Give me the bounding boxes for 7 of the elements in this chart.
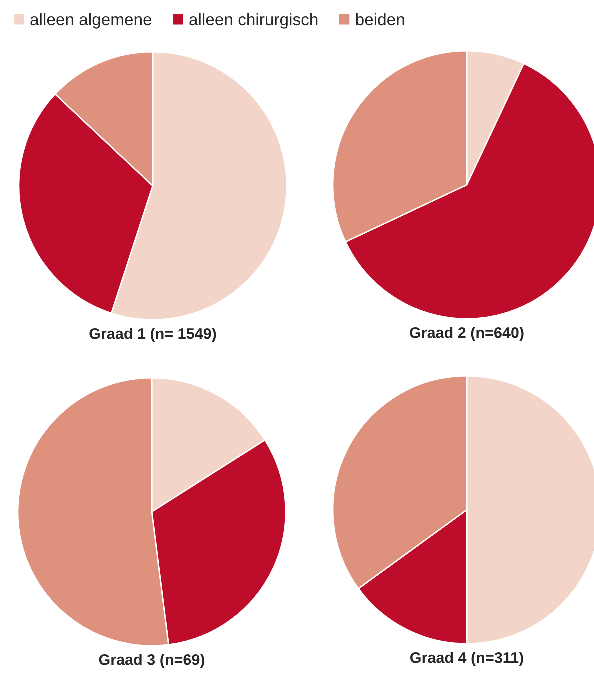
legend-label: alleen chirurgisch <box>190 13 318 29</box>
text: Graad 1 (n= 1549) <box>90 328 216 342</box>
legend-label: beiden <box>356 13 404 26</box>
legend-label: alleen algemene <box>30 13 152 29</box>
text: Graad 3 (n=69) <box>99 654 205 668</box>
text: Graad 4 (n=311) <box>410 652 524 666</box>
text: Graad 2 (n=640) <box>410 327 524 342</box>
